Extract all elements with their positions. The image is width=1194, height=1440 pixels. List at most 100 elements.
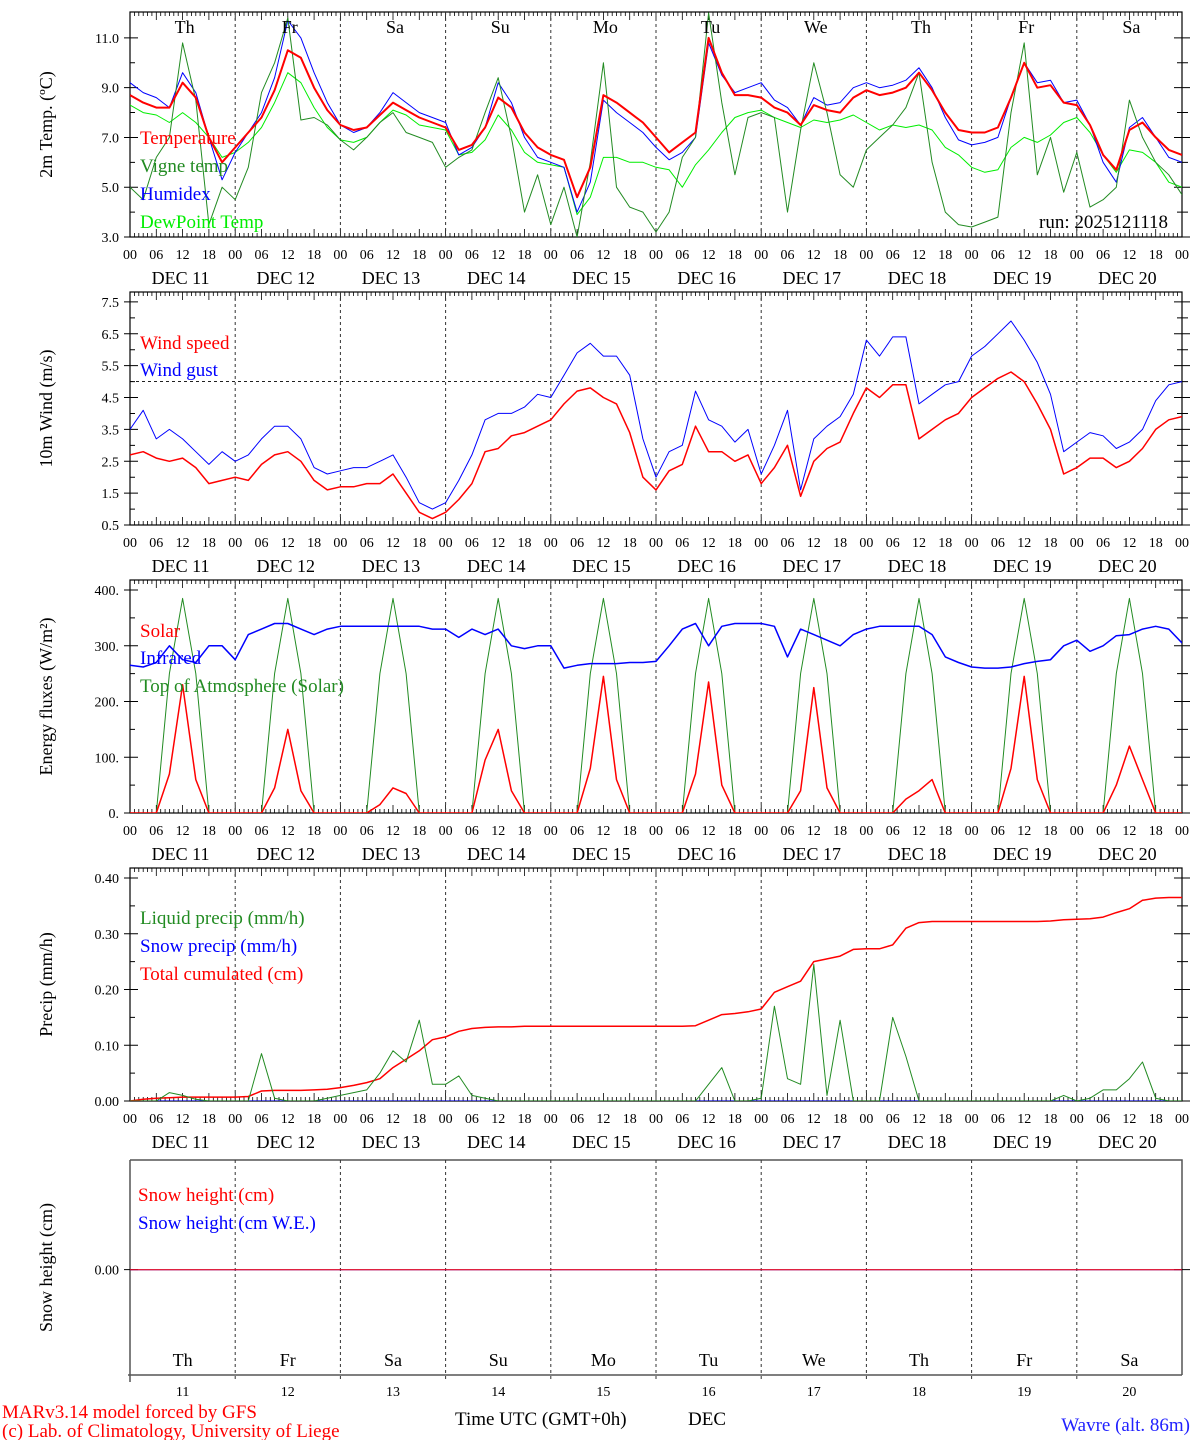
day-number-label: 17	[807, 1385, 821, 1400]
day-name-label: Su	[491, 17, 510, 37]
x-tick-hour-label: 12	[1017, 248, 1031, 263]
x-tick-hour-label: 18	[728, 248, 742, 263]
x-date-label: DEC 14	[467, 268, 526, 288]
x-tick-hour-label: 00	[859, 248, 873, 263]
x-tick-hour-label: 18	[623, 1112, 637, 1127]
x-tick-hour-label: 00	[544, 1112, 558, 1127]
y-tick-label: 0.40	[95, 872, 120, 887]
x-tick-hour-label: 18	[1149, 1112, 1163, 1127]
x-axis-month: DEC	[688, 1409, 726, 1430]
x-tick-hour-label: 18	[412, 536, 426, 551]
y-tick-label: 100.	[95, 751, 120, 766]
legend-entry: Wind gust	[140, 360, 219, 381]
x-tick-hour-label: 18	[307, 1112, 321, 1127]
y-tick-label: 400.	[95, 584, 120, 599]
y-tick-label: 3.0	[102, 231, 120, 246]
day-name-label: Mo	[593, 17, 618, 37]
x-tick-hour-label: 12	[1122, 536, 1136, 551]
x-tick-hour-label: 18	[1149, 248, 1163, 263]
x-tick-hour-label: 00	[859, 536, 873, 551]
series-line-total-cumulated-cm	[130, 896, 1182, 1101]
x-tick-hour-label: 06	[886, 248, 900, 263]
x-tick-hour-label: 12	[596, 824, 610, 839]
day-name-label: Sa	[386, 17, 404, 37]
x-tick-hour-label: 06	[675, 824, 689, 839]
y-tick-label: 4.5	[102, 392, 120, 407]
x-minor-ticks	[129, 292, 1183, 525]
day-name-label: Mo	[591, 1350, 616, 1370]
day-name-label: Tu	[701, 17, 720, 37]
legend-entry: Snow precip (mm/h)	[140, 936, 297, 957]
x-date-label: DEC 17	[783, 844, 842, 864]
x-tick-hour-label: 12	[807, 536, 821, 551]
x-tick-hour-label: 12	[386, 248, 400, 263]
day-name-label: Fr	[1016, 1350, 1032, 1370]
day-name-label: Sa	[384, 1350, 402, 1370]
x-date-label: DEC 17	[783, 1132, 842, 1152]
y-tick-label: 3.5	[102, 423, 120, 438]
x-date-label: DEC 17	[783, 556, 842, 576]
x-tick-hour-label: 18	[623, 536, 637, 551]
x-tick-hour-label: 00	[965, 248, 979, 263]
x-tick-hour-label: 18	[518, 1112, 532, 1127]
x-date-label: DEC 13	[362, 556, 421, 576]
x-tick-hour-label: 18	[412, 248, 426, 263]
x-tick-hour-label: 06	[149, 536, 163, 551]
x-date-label: DEC 13	[362, 268, 421, 288]
y-tick-label: 5.0	[102, 181, 120, 196]
x-tick-hour-label: 00	[859, 824, 873, 839]
day-name-label: We	[804, 17, 828, 37]
x-tick-hour-label: 06	[781, 824, 795, 839]
series-line-dewpoint-temp	[130, 72, 1182, 216]
x-tick-hour-label: 12	[491, 824, 505, 839]
footer-model: MARv3.14 model forced by GFS	[2, 1402, 257, 1423]
x-date-label: DEC 16	[677, 1132, 736, 1152]
x-tick-hour-label: 06	[255, 536, 269, 551]
x-tick-hour-label: 18	[1044, 1112, 1058, 1127]
x-tick-hour-label: 12	[281, 248, 295, 263]
x-minor-ticks	[129, 580, 1183, 813]
y-tick-label: 0.00	[95, 1095, 120, 1110]
x-date-label: DEC 19	[993, 1132, 1052, 1152]
series-line-vigne-temp	[130, 12, 1182, 237]
series-line-infrared	[130, 622, 1182, 669]
x-tick-hour-label: 06	[465, 248, 479, 263]
x-tick-hour-label: 12	[1017, 1112, 1031, 1127]
x-tick-hour-label: 18	[1044, 824, 1058, 839]
day-number-label: 19	[1017, 1385, 1031, 1400]
x-tick-hour-label: 00	[754, 824, 768, 839]
day-name-label: Fr	[1018, 17, 1034, 37]
x-tick-hour-label: 00	[439, 824, 453, 839]
x-tick-hour-label: 12	[596, 536, 610, 551]
x-date-label: DEC 17	[783, 268, 842, 288]
x-tick-hour-label: 18	[307, 824, 321, 839]
x-tick-hour-label: 06	[360, 1112, 374, 1127]
day-number-label: 13	[386, 1385, 400, 1400]
series-line-temperature	[130, 36, 1182, 199]
series-line-wind-gust	[130, 320, 1182, 510]
series-line-humidex	[130, 20, 1182, 213]
y-tick-label: 2.5	[102, 455, 120, 470]
x-date-label: DEC 13	[362, 844, 421, 864]
x-date-label: DEC 15	[572, 556, 631, 576]
x-minor-ticks	[129, 868, 1183, 1101]
x-tick-hour-label: 12	[491, 536, 505, 551]
x-tick-hour-label: 06	[886, 824, 900, 839]
x-tick-hour-label: 12	[912, 824, 926, 839]
x-tick-hour-label: 18	[938, 1112, 952, 1127]
x-tick-hour-label: 12	[702, 248, 716, 263]
x-tick-hour-label: 06	[675, 536, 689, 551]
legend-entry: Top of Atmosphere (Solar)	[140, 676, 344, 697]
x-axis-label: Time UTC (GMT+0h)	[455, 1409, 627, 1430]
x-tick-hour-label: 18	[202, 536, 216, 551]
plot-frame	[128, 1159, 1183, 1382]
legend-entry: Total cumulated (cm)	[140, 964, 303, 985]
x-date-label: DEC 18	[888, 1132, 947, 1152]
x-date-label: DEC 20	[1098, 844, 1157, 864]
day-name-label: Su	[489, 1350, 508, 1370]
y-tick-label: 0.5	[102, 519, 120, 534]
x-tick-hour-label: 00	[228, 824, 242, 839]
x-tick-hour-label: 12	[281, 536, 295, 551]
x-tick-hour-label: 18	[938, 248, 952, 263]
